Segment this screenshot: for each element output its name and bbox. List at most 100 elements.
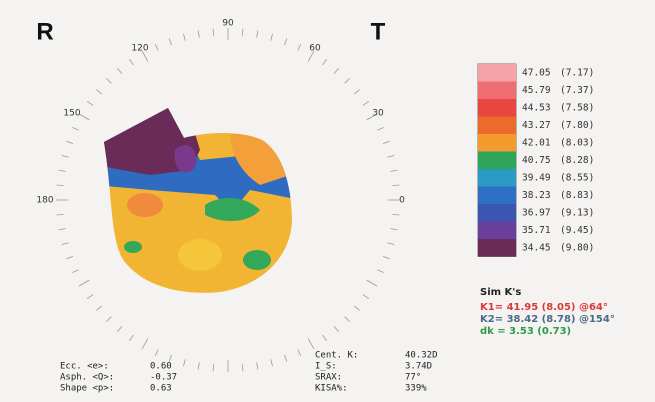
angle-label: 60 (309, 44, 321, 54)
scale-swatch (478, 99, 516, 117)
index-value: 40.32D (405, 351, 438, 361)
scale-radius: (8.83) (560, 190, 594, 201)
index-value: 339% (405, 384, 427, 394)
tick (382, 256, 390, 260)
indices: Ecc. <e>: 0.60 Asph. <Q>: -0.37 Shape <p>: 0.… (60, 351, 438, 394)
tick (354, 89, 361, 95)
tick (344, 316, 350, 322)
tick (141, 338, 149, 350)
map-green-spot (243, 250, 271, 270)
scale-value: 40.75 (522, 155, 551, 166)
index-label: Asph. <Q>: (60, 373, 114, 383)
angle-label: 30 (372, 109, 384, 119)
tick (78, 113, 90, 121)
index-label: SRAX: (315, 373, 342, 383)
tick (106, 78, 112, 84)
tick (117, 326, 123, 333)
scale-swatch (478, 81, 516, 99)
tick (212, 364, 215, 372)
tick (270, 33, 273, 41)
index-value: 3.74D (405, 362, 432, 372)
scale-radius: (7.17) (560, 67, 594, 78)
tick (86, 101, 94, 106)
tick (129, 58, 134, 66)
tick (56, 213, 64, 216)
tick (86, 294, 94, 299)
tick (197, 362, 200, 370)
scale-swatch (478, 204, 516, 222)
sim-k-title: Sim K's (480, 287, 521, 298)
tick (390, 228, 398, 231)
tick (307, 50, 315, 62)
scale-value: 38.23 (522, 190, 551, 201)
index-label: Shape <p>: (60, 384, 114, 394)
tick (284, 38, 288, 46)
tick (66, 256, 74, 260)
tick (154, 43, 159, 51)
scale-radius: (7.58) (560, 102, 594, 113)
tick (168, 38, 172, 46)
k1: K1= 41.95 (8.05) @64° (480, 302, 608, 313)
tick (78, 279, 90, 287)
tick (256, 30, 259, 38)
scale-value: 34.45 (522, 242, 551, 253)
scale-radius: (9.45) (560, 225, 594, 236)
scale-radius: (8.03) (560, 137, 594, 148)
map-orange (230, 133, 290, 185)
tick (377, 269, 385, 274)
tick (183, 359, 186, 367)
side-label: T (371, 18, 386, 45)
tick (256, 362, 259, 370)
tick (141, 50, 149, 62)
index-label: I_S: (315, 362, 337, 372)
scale-radius: (8.28) (560, 155, 594, 166)
tick (71, 269, 79, 274)
scale-value: 44.53 (522, 102, 551, 113)
tick (129, 334, 134, 342)
map-violet (174, 145, 197, 173)
angle-ticks (56, 28, 400, 372)
tick (377, 126, 385, 131)
tick (390, 169, 398, 172)
tick (95, 89, 102, 95)
scale-swatch (478, 151, 516, 169)
tick (66, 140, 74, 144)
map-yellow (178, 239, 222, 271)
scale-radius: (7.80) (560, 120, 594, 131)
tick (58, 228, 66, 231)
index-value: 0.63 (150, 384, 172, 394)
tick (61, 155, 69, 158)
scale-value: 39.49 (522, 172, 551, 183)
scale-radius: (9.13) (560, 207, 594, 218)
tick (168, 354, 172, 362)
k2: K2= 38.42 (8.78) @154° (480, 314, 615, 325)
tick (392, 184, 400, 187)
dk: dk = 3.53 (0.73) (480, 326, 571, 337)
tick (297, 43, 302, 51)
tick (241, 364, 244, 372)
map-orange-spot (127, 193, 163, 217)
tick (154, 349, 159, 357)
map-green (205, 198, 260, 222)
tick (387, 242, 395, 245)
tick (95, 305, 102, 311)
tick (56, 184, 64, 187)
scale-swatch (478, 116, 516, 134)
tick (366, 113, 378, 121)
tick (71, 126, 79, 131)
tick (344, 78, 350, 84)
scale-swatch (478, 221, 516, 239)
index-value: -0.37 (150, 373, 177, 383)
scale-value: 47.05 (522, 67, 551, 78)
angle-label: 90 (222, 19, 234, 29)
tick (387, 155, 395, 158)
tick (354, 305, 361, 311)
scale-swatch (478, 64, 516, 82)
tick (212, 28, 215, 36)
tick (117, 67, 123, 74)
scale-swatch (478, 186, 516, 204)
side-label: R (36, 18, 53, 45)
index-value: 0.60 (150, 362, 172, 372)
scale-value: 43.27 (522, 120, 551, 131)
scale-value: 35.71 (522, 225, 551, 236)
